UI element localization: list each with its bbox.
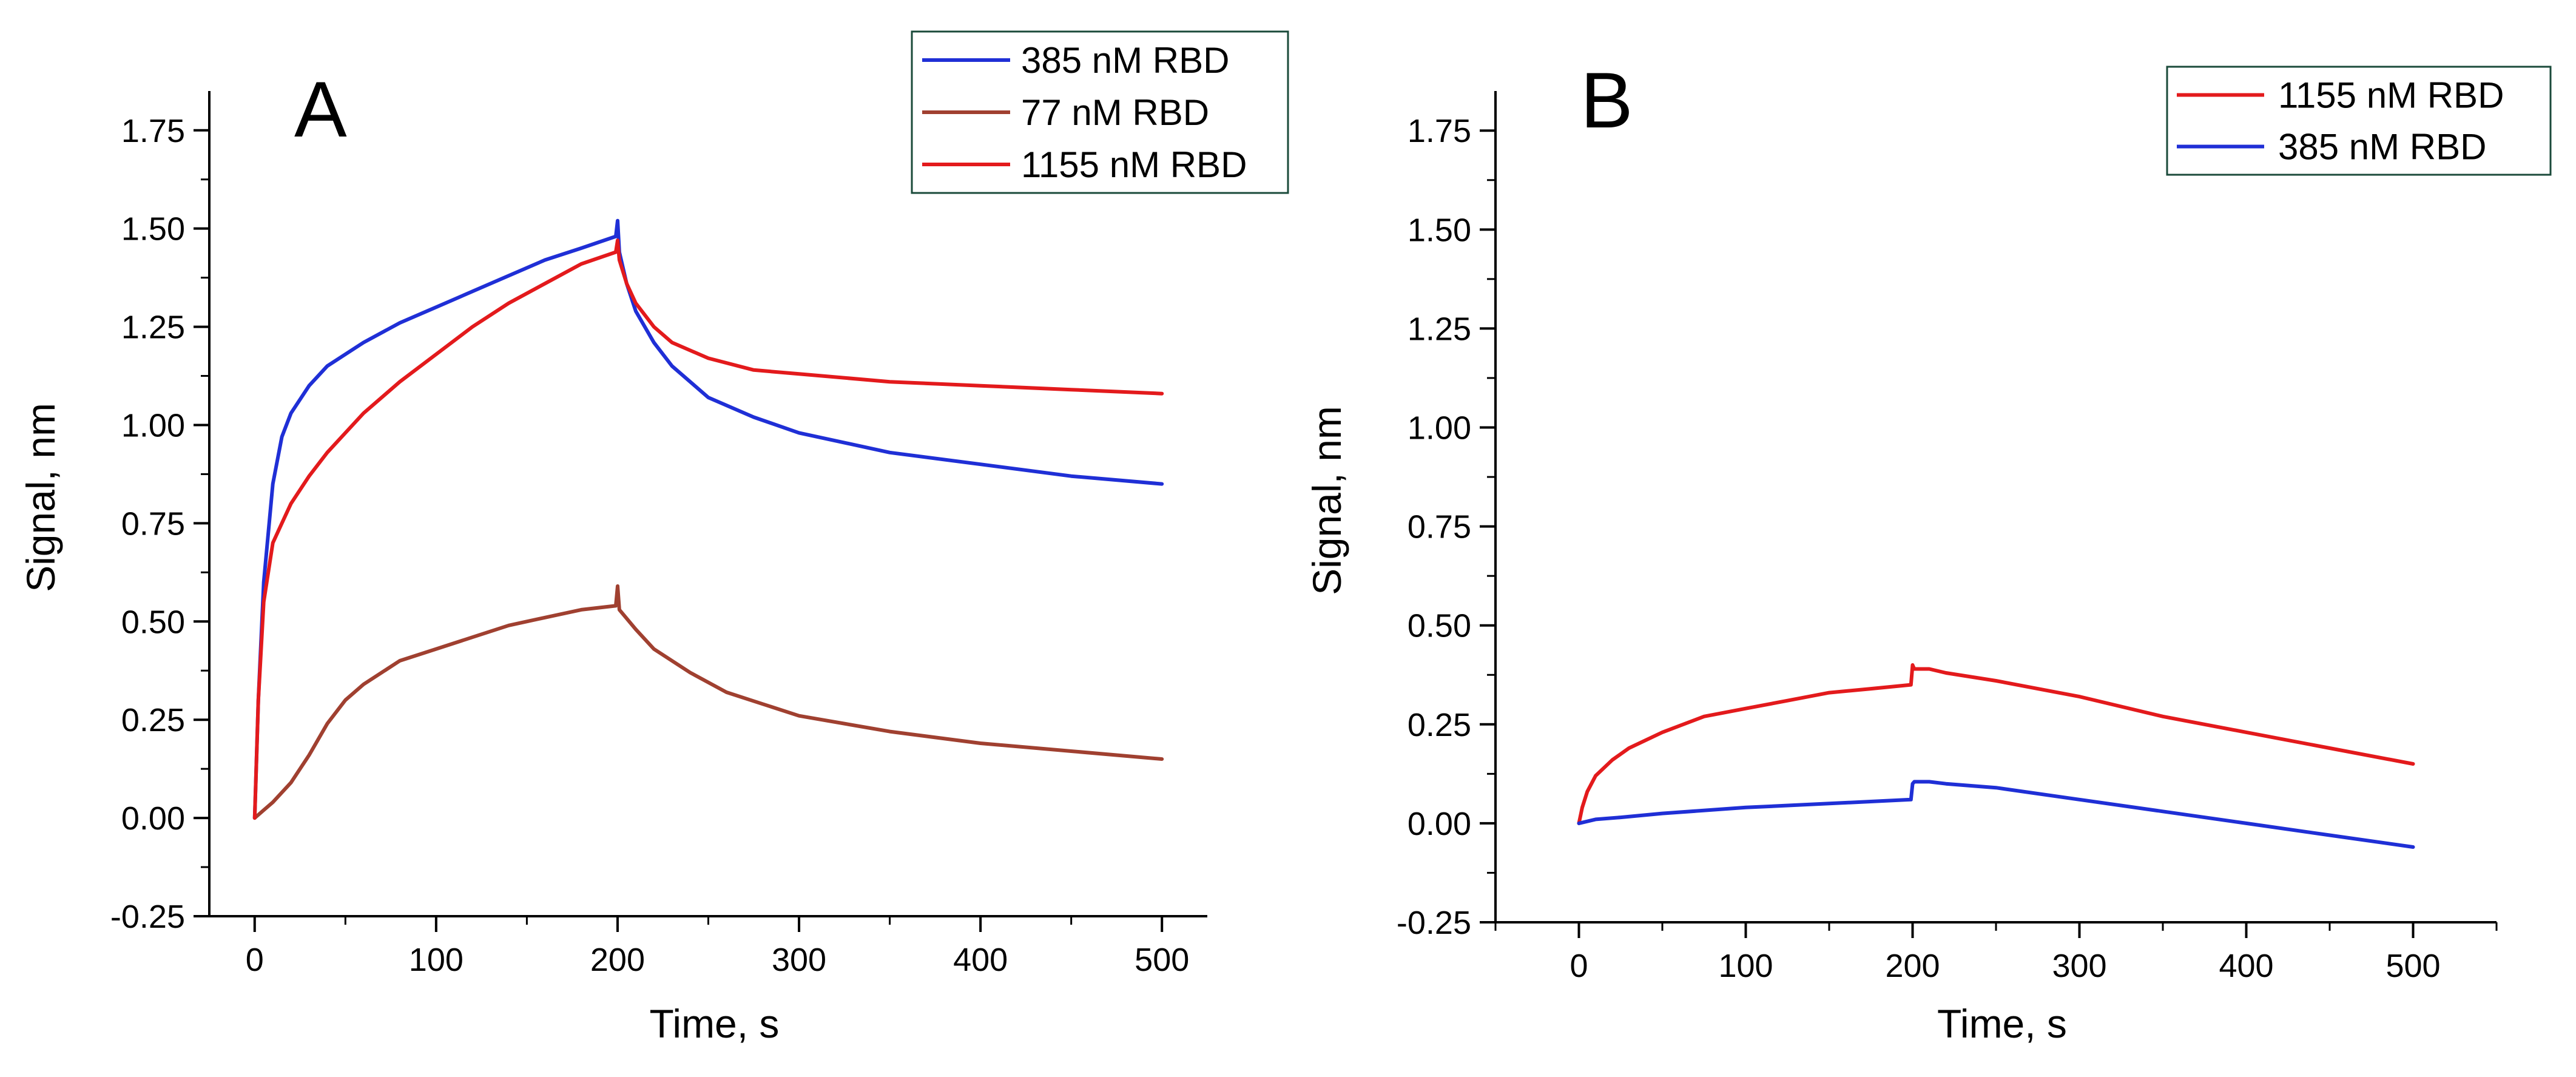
y-tick-label-a: 1.50 xyxy=(121,211,185,248)
series-line-1155-nm-rbd-b xyxy=(1577,663,2415,825)
panel-b: 0 100 200 300 400 500 -0.25 0.00 0.25 0.50 0.75 1.0… xyxy=(1304,56,2552,1046)
panel-label-a: A xyxy=(294,65,347,154)
x-axis-title-a: Time, s xyxy=(650,1001,780,1046)
y-tick-label-b: 0.00 xyxy=(1408,806,1471,842)
y-tick-label-a: -0.25 xyxy=(110,899,185,935)
x-tick-label-b: 400 xyxy=(2219,948,2273,984)
legend-b: 1155 nM RBD 385 nM RBD xyxy=(2166,66,2552,176)
x-tick-label-b: 200 xyxy=(1885,948,1940,984)
y-tick-label-b: 0.50 xyxy=(1408,608,1471,644)
y-tick-label-a: 1.00 xyxy=(121,407,185,444)
x-axis-title-b: Time, s xyxy=(1937,1001,2067,1046)
tick-labels-a: 0 100 200 300 400 500 -0.25 0.00 0.25 0.50 0.75 1.0… xyxy=(110,113,1189,978)
x-tick-label-b: 100 xyxy=(1718,948,1773,984)
series-line-385-nm-rbd-b xyxy=(1577,780,2415,849)
x-tick-label-a: 0 xyxy=(246,942,264,978)
legend-a: 385 nM RBD 77 nM RBD 1155 nM RBD xyxy=(911,30,1289,194)
legend-box-b xyxy=(2166,66,2552,176)
y-tick-label-b: 1.75 xyxy=(1408,113,1471,149)
x-tick-label-a: 100 xyxy=(409,942,464,978)
x-tick-label-a: 400 xyxy=(953,942,1008,978)
y-tick-label-a: 1.75 xyxy=(121,113,185,149)
y-tick-label-a: 0.25 xyxy=(121,702,185,738)
y-tick-label-b: 1.25 xyxy=(1408,311,1471,347)
y-tick-label-b: 1.00 xyxy=(1408,410,1471,447)
axes-frame-b xyxy=(1480,91,2498,938)
panel-label-b: B xyxy=(1580,56,1633,144)
x-tick-label-b: 0 xyxy=(1570,948,1588,984)
x-tick-label-a: 500 xyxy=(1135,942,1189,978)
y-tick-label-b: 0.75 xyxy=(1408,509,1471,545)
y-axis-title-a: Signal, nm xyxy=(18,403,63,592)
y-tick-label-a: 0.75 xyxy=(121,505,185,542)
series-line-1155-nm-rbd-a xyxy=(252,238,1164,820)
x-tick-label-a: 200 xyxy=(590,942,645,978)
legend-entry-a: 385 nM RBD xyxy=(1021,40,1229,81)
series-line-77-nm-rbd-a xyxy=(252,584,1164,820)
x-tick-label-b: 500 xyxy=(2385,948,2440,984)
x-tick-label-a: 300 xyxy=(772,942,826,978)
y-tick-label-b: 0.25 xyxy=(1408,707,1471,743)
series-group-b xyxy=(1577,663,2415,849)
tick-labels-b: 0 100 200 300 400 500 -0.25 0.00 0.25 0.50 0.75 1.0… xyxy=(1397,113,2441,984)
legend-entry-b: 385 nM RBD xyxy=(2278,127,2486,167)
y-tick-label-b: 1.50 xyxy=(1408,212,1471,248)
y-tick-label-a: 0.00 xyxy=(121,800,185,837)
legend-entry-b: 1155 nM RBD xyxy=(2278,75,2504,116)
y-axis-title-b: Signal, nm xyxy=(1304,406,1349,595)
legend-entry-a: 1155 nM RBD xyxy=(1021,144,1247,185)
legend-entry-a: 77 nM RBD xyxy=(1021,92,1209,133)
y-tick-label-a: 0.50 xyxy=(121,604,185,640)
y-tick-label-a: 1.25 xyxy=(121,309,185,346)
series-group-a xyxy=(252,218,1164,820)
y-tick-label-b: -0.25 xyxy=(1397,905,1471,941)
axes-frame-a xyxy=(194,91,1207,932)
x-tick-label-b: 300 xyxy=(2052,948,2106,984)
panel-a: 0 100 200 300 400 500 -0.25 0.00 0.25 0.50 0.75 1.0… xyxy=(18,30,1289,1046)
series-line-385-nm-rbd-a xyxy=(252,218,1164,820)
